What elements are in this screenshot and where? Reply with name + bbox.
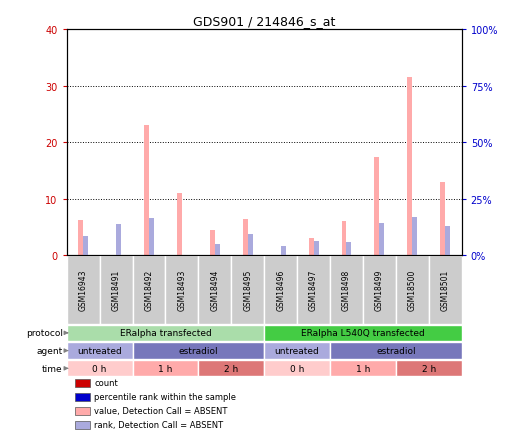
Text: GSM18496: GSM18496 [276,270,285,311]
Bar [248,234,253,256]
Bar [100,256,132,324]
Bar [330,360,396,377]
Bar [231,256,264,324]
Text: untreated: untreated [275,346,320,355]
Bar [74,407,90,415]
Bar [396,256,429,324]
Bar [330,342,462,359]
Text: 0 h: 0 h [290,364,304,373]
Bar [74,379,90,387]
Text: time: time [42,364,63,373]
Bar [309,239,313,256]
Text: GSM18495: GSM18495 [243,270,252,311]
Bar [67,360,132,377]
Text: GSM18492: GSM18492 [145,270,153,311]
Bar [116,224,121,256]
Bar [264,360,330,377]
Bar [342,222,346,256]
Text: agent: agent [36,346,63,355]
Bar [199,360,264,377]
Bar [363,256,396,324]
Bar [297,256,330,324]
Bar [264,342,330,359]
Text: rank, Detection Call = ABSENT: rank, Detection Call = ABSENT [94,420,224,429]
Bar [199,256,231,324]
Bar [380,223,384,256]
Bar [74,421,90,429]
Text: GSM18501: GSM18501 [441,270,450,311]
Bar [78,221,83,256]
Text: ERalpha L540Q transfected: ERalpha L540Q transfected [301,329,425,338]
Text: 1 h: 1 h [158,364,173,373]
Text: 2 h: 2 h [224,364,239,373]
Bar [440,183,445,256]
Bar [210,230,215,256]
Text: untreated: untreated [77,346,122,355]
Text: ERalpha transfected: ERalpha transfected [120,329,211,338]
Text: GSM16943: GSM16943 [78,269,88,311]
Text: count: count [94,378,118,387]
Text: GSM18491: GSM18491 [111,270,121,311]
Bar [243,219,248,256]
Bar [149,219,154,256]
Text: GSM18494: GSM18494 [210,270,220,311]
Text: 0 h: 0 h [92,364,107,373]
Text: 2 h: 2 h [422,364,436,373]
Text: GSM18499: GSM18499 [375,270,384,311]
Text: protocol: protocol [26,329,63,338]
Bar [215,244,220,256]
Bar [67,325,264,341]
Bar [74,393,90,401]
Text: GSM18498: GSM18498 [342,270,351,311]
Bar [396,360,462,377]
Bar [264,256,297,324]
Text: percentile rank within the sample: percentile rank within the sample [94,392,236,401]
Bar [177,194,182,256]
Bar [264,325,462,341]
Text: value, Detection Call = ABSENT: value, Detection Call = ABSENT [94,407,228,415]
Text: estradiol: estradiol [179,346,218,355]
Bar [83,237,88,256]
Bar [132,342,264,359]
Title: GDS901 / 214846_s_at: GDS901 / 214846_s_at [193,15,336,28]
Bar [281,247,286,256]
Text: 1 h: 1 h [356,364,370,373]
Bar [429,256,462,324]
Text: GSM18500: GSM18500 [408,270,417,311]
Bar [67,256,100,324]
Bar [165,256,199,324]
Bar [67,342,132,359]
Bar [144,126,149,256]
Text: GSM18497: GSM18497 [309,270,318,311]
Bar [330,256,363,324]
Bar [412,217,417,256]
Text: GSM18493: GSM18493 [177,270,186,311]
Bar [132,256,165,324]
Bar [374,157,380,256]
Bar [132,360,199,377]
Bar [313,242,319,256]
Text: estradiol: estradiol [376,346,416,355]
Bar [445,227,450,256]
Bar [407,78,412,256]
Bar [346,243,351,256]
